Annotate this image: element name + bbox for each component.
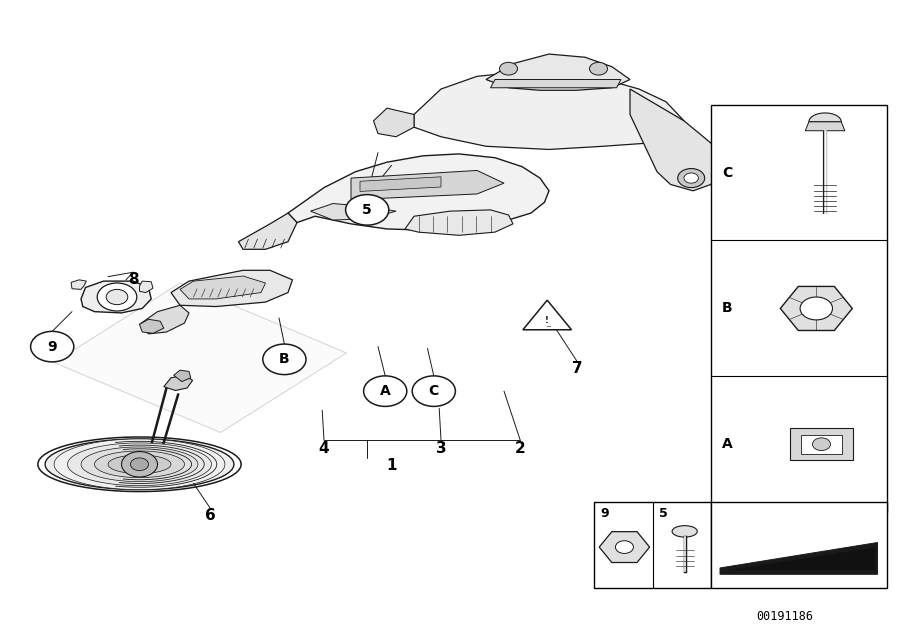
- Polygon shape: [45, 439, 234, 490]
- Polygon shape: [81, 447, 198, 481]
- Polygon shape: [174, 370, 191, 382]
- Polygon shape: [486, 54, 630, 90]
- Polygon shape: [405, 210, 513, 235]
- Polygon shape: [310, 204, 396, 220]
- Circle shape: [130, 458, 148, 471]
- Text: 00191186: 00191186: [756, 611, 814, 623]
- Text: 5: 5: [363, 203, 372, 217]
- Polygon shape: [806, 122, 845, 131]
- Circle shape: [97, 283, 137, 311]
- Text: 5: 5: [659, 508, 668, 520]
- Polygon shape: [491, 80, 621, 88]
- Polygon shape: [94, 451, 184, 478]
- Polygon shape: [81, 281, 151, 313]
- Polygon shape: [140, 305, 189, 334]
- Text: C: C: [722, 166, 732, 180]
- Circle shape: [684, 173, 698, 183]
- Polygon shape: [374, 108, 414, 137]
- Polygon shape: [351, 170, 504, 200]
- Text: 2: 2: [515, 441, 526, 456]
- Circle shape: [813, 438, 831, 450]
- Polygon shape: [238, 213, 297, 249]
- Circle shape: [263, 344, 306, 375]
- Text: C: C: [428, 384, 439, 398]
- Circle shape: [412, 376, 455, 406]
- Text: 9: 9: [600, 508, 609, 520]
- Polygon shape: [171, 270, 292, 307]
- Text: B: B: [279, 352, 290, 366]
- Polygon shape: [54, 439, 225, 490]
- Polygon shape: [68, 443, 211, 486]
- Ellipse shape: [672, 525, 698, 537]
- Polygon shape: [54, 283, 346, 432]
- Polygon shape: [724, 547, 876, 570]
- Polygon shape: [790, 428, 853, 460]
- Circle shape: [106, 289, 128, 305]
- Polygon shape: [360, 177, 441, 191]
- Polygon shape: [414, 70, 684, 149]
- Text: A: A: [380, 384, 391, 398]
- Text: !: !: [545, 316, 549, 325]
- Polygon shape: [71, 280, 86, 289]
- Polygon shape: [140, 281, 153, 293]
- Polygon shape: [720, 543, 878, 574]
- Text: 9: 9: [48, 340, 57, 354]
- Text: 3: 3: [436, 441, 446, 456]
- Polygon shape: [809, 113, 842, 122]
- Polygon shape: [140, 319, 164, 333]
- Text: 6: 6: [205, 508, 216, 523]
- Circle shape: [800, 297, 832, 320]
- Polygon shape: [801, 434, 842, 453]
- Circle shape: [31, 331, 74, 362]
- Text: A: A: [722, 437, 733, 451]
- Text: 1: 1: [386, 458, 397, 473]
- Polygon shape: [288, 154, 549, 230]
- Text: 7: 7: [572, 361, 583, 377]
- Polygon shape: [164, 375, 193, 391]
- Text: 8: 8: [128, 272, 139, 287]
- Circle shape: [678, 169, 705, 188]
- Polygon shape: [523, 300, 572, 329]
- Circle shape: [122, 452, 158, 477]
- Text: ~: ~: [545, 324, 551, 330]
- Circle shape: [590, 62, 608, 75]
- FancyBboxPatch shape: [711, 105, 886, 512]
- Circle shape: [616, 541, 634, 553]
- Polygon shape: [108, 455, 171, 474]
- Circle shape: [364, 376, 407, 406]
- FancyBboxPatch shape: [594, 502, 711, 588]
- Text: B: B: [722, 301, 733, 315]
- Text: 4: 4: [319, 441, 329, 456]
- Circle shape: [500, 62, 518, 75]
- Polygon shape: [630, 89, 720, 191]
- FancyBboxPatch shape: [711, 502, 886, 588]
- Polygon shape: [180, 276, 266, 299]
- Circle shape: [346, 195, 389, 225]
